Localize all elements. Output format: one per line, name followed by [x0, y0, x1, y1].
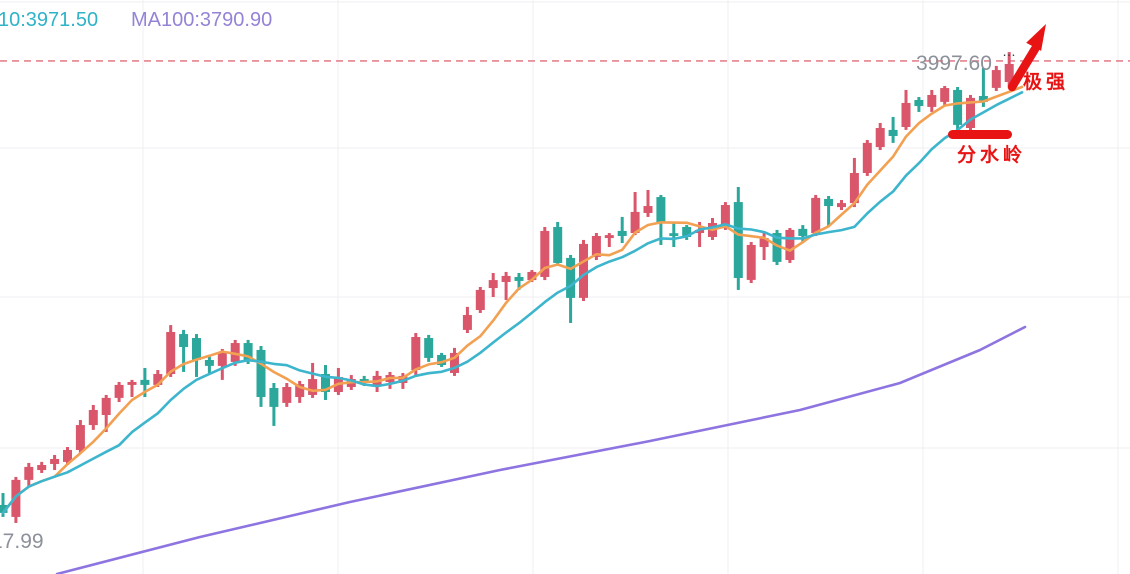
- candle-wick: [620, 216, 624, 244]
- candle-body: [798, 228, 808, 236]
- legend-ma10-label: MA10:3971.50: [0, 9, 99, 31]
- candle-body: [63, 449, 72, 462]
- candle-body: [140, 379, 150, 385]
- candle-body: [656, 197, 666, 223]
- candle-wick: [827, 196, 831, 227]
- candle-body: [24, 466, 34, 480]
- candle-body: [617, 230, 627, 236]
- candle-body: [566, 257, 576, 298]
- candle-body: [966, 97, 975, 129]
- candle-body: [630, 211, 640, 234]
- candle-body: [527, 271, 537, 281]
- candle-body: [411, 336, 421, 371]
- candle-body: [75, 425, 85, 450]
- candle-body: [295, 384, 305, 398]
- candle-wick: [504, 271, 508, 300]
- candle-body: [114, 384, 124, 398]
- candle-body: [579, 243, 588, 298]
- candle-body: [462, 315, 472, 330]
- candle-body: [875, 128, 885, 148]
- candle-body: [695, 229, 705, 234]
- resistance-price-label: 3997.60: [916, 52, 992, 75]
- candle-body: [849, 172, 859, 204]
- candle-body: [88, 410, 98, 426]
- candle-body: [243, 343, 253, 361]
- candle-body: [321, 374, 330, 393]
- candle-wick: [182, 329, 186, 372]
- candle-body: [127, 381, 137, 385]
- watershed-bar[interactable]: [948, 130, 1012, 139]
- candle-body: [978, 96, 988, 102]
- candle-body: [437, 354, 447, 366]
- candle-body: [901, 102, 911, 127]
- candle-body: [37, 465, 47, 471]
- candle-wick: [698, 221, 702, 248]
- candle-wick: [607, 233, 611, 248]
- candle-body: [101, 397, 111, 416]
- annotation-strong-text[interactable]: 极强: [1023, 72, 1070, 93]
- candle-body: [424, 338, 434, 358]
- candle-body: [643, 206, 653, 213]
- candle-body: [927, 94, 937, 107]
- candle-wick: [981, 67, 985, 107]
- ma100-line: [55, 325, 1027, 574]
- candle-body: [514, 276, 524, 281]
- candle-body: [217, 352, 227, 366]
- candle-body: [940, 88, 950, 102]
- ma10-line: [1, 91, 1024, 515]
- candle-body: [308, 379, 318, 395]
- drawing-handle-dots[interactable]: …: [1002, 43, 1018, 59]
- candle-body: [669, 233, 679, 236]
- candle-body: [604, 235, 614, 239]
- candle-body: [953, 89, 963, 125]
- bottom-price-label: 17.99: [0, 530, 44, 553]
- annotation-watershed-text[interactable]: 分水岭: [957, 145, 1027, 166]
- legend-ma100-label: MA100:3790.90: [131, 9, 273, 31]
- candle-body: [862, 142, 872, 173]
- candle-body: [166, 331, 176, 375]
- ma-fast-line: [1, 85, 1024, 515]
- candle-body: [204, 360, 214, 366]
- up-arrow-shaft[interactable]: [1007, 44, 1040, 92]
- candle-body: [540, 230, 550, 277]
- candle-body: [888, 129, 898, 136]
- candle-body: [282, 386, 292, 403]
- candle-body: [179, 334, 189, 348]
- candle-body: [811, 197, 821, 234]
- candle-body: [824, 198, 834, 207]
- candle-body: [488, 280, 498, 289]
- candle-body: [591, 235, 601, 257]
- up-arrow-head[interactable]: [1026, 24, 1046, 51]
- candle-wick: [130, 379, 134, 398]
- candle-body: [682, 226, 692, 238]
- candle-body: [1004, 64, 1014, 82]
- candle-body: [269, 388, 279, 407]
- candle-body: [785, 229, 795, 261]
- candle-body: [50, 458, 60, 464]
- candle-body: [192, 338, 201, 361]
- candle-body: [153, 374, 163, 385]
- candle-body: [759, 238, 769, 248]
- candle-wick: [517, 272, 521, 290]
- candle-body: [0, 504, 8, 513]
- candle-body: [230, 343, 240, 362]
- candle-body: [914, 99, 924, 107]
- candle-body: [450, 352, 459, 373]
- candle-body: [837, 203, 846, 208]
- candle-body: [720, 205, 730, 227]
- candle-body: [991, 70, 1001, 88]
- candle-body: [475, 289, 485, 311]
- candle-wick: [646, 189, 650, 217]
- candle-body: [501, 275, 511, 282]
- candle-body: [733, 202, 743, 279]
- candle-body: [746, 244, 756, 280]
- candle-body: [772, 233, 782, 262]
- candle-body: [553, 226, 563, 263]
- candle-body: [256, 349, 266, 398]
